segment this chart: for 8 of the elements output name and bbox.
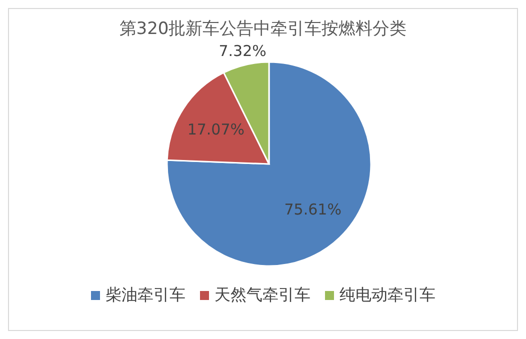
pie-slice: [166, 61, 372, 267]
legend-label: 天然气牵引车: [214, 285, 310, 306]
legend-label: 纯电动牵引车: [338, 285, 436, 306]
legend-label: 柴油牵引车: [104, 285, 186, 306]
data-label: 7.32%: [218, 42, 266, 60]
chart-title: 第320批新车公告中牵引车按燃料分类: [118, 18, 408, 40]
data-label: 75.61%: [284, 200, 342, 219]
data-label: 17.07%: [187, 120, 245, 139]
